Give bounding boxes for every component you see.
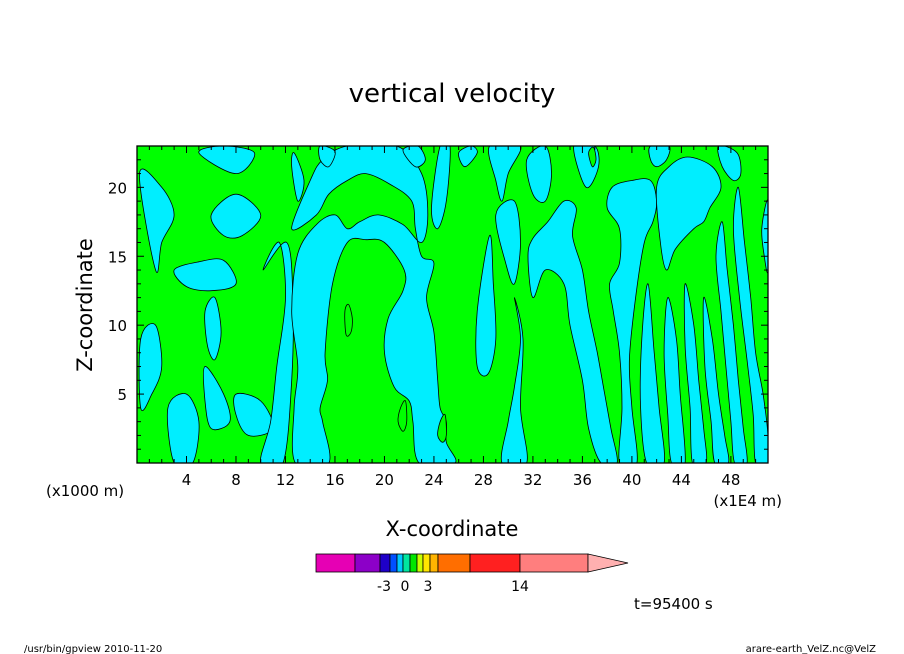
contour-region-negative <box>527 200 618 463</box>
contour-region-negative <box>655 156 722 271</box>
colorbar-swatch <box>429 553 439 573</box>
time-label: t=95400 s <box>634 595 713 613</box>
x-tick-label: 4 <box>182 471 192 489</box>
contour-region-negative <box>233 392 274 437</box>
colorbar-label: 0 <box>401 579 410 595</box>
contour-region-negative <box>702 296 730 463</box>
contour-region-negative <box>648 146 671 168</box>
colorbar-swatch <box>469 553 521 573</box>
colorbar-swatch <box>416 553 424 573</box>
contour-region-negative <box>291 152 305 202</box>
colorbar-arrow <box>587 553 629 573</box>
contour-region-negative <box>138 323 163 411</box>
colorbar-swatch <box>519 553 589 573</box>
contour-region-negative <box>210 193 262 239</box>
contour-region-negative <box>318 146 336 168</box>
contour-region-negative <box>525 146 552 203</box>
contour-region-negative <box>173 258 237 292</box>
x-tick-label: 28 <box>474 471 493 489</box>
x-unit-left: (x1000 m) <box>46 482 124 500</box>
x-tick-label: 32 <box>523 471 542 489</box>
contour-region-negative <box>475 235 497 377</box>
plot-frame <box>136 145 769 464</box>
contour-region-negative <box>732 186 768 463</box>
contour-region-negative <box>500 297 528 463</box>
x-axis-label: X-coordinate <box>386 517 519 541</box>
colorbar-swatch <box>422 553 431 573</box>
contour-region-negative <box>715 221 748 463</box>
x-unit-right: (x1E4 m) <box>713 492 782 510</box>
colorbar: -3 0 3 14 <box>315 553 629 595</box>
colorbar-label: -3 <box>377 579 391 595</box>
contour-region-negative <box>488 146 522 202</box>
x-tick-label: 8 <box>231 471 241 489</box>
colorbar-swatch <box>396 553 404 573</box>
x-tick-label: 48 <box>721 471 740 489</box>
colorbar-swatch <box>409 553 418 573</box>
chart-title: vertical velocity <box>349 79 556 109</box>
y-tick-label: 10 <box>108 317 127 335</box>
contour-region-negative <box>431 146 451 230</box>
contour-region-negative <box>639 283 665 463</box>
colorbar-label: 14 <box>511 579 529 595</box>
contour-region-negative <box>761 199 768 274</box>
contour-region-negative <box>683 283 708 463</box>
colorbar-swatch <box>402 553 411 573</box>
x-tick-label: 44 <box>672 471 691 489</box>
x-tick-label: 36 <box>573 471 592 489</box>
x-tick-label: 12 <box>276 471 295 489</box>
contour-region-negative <box>458 146 478 168</box>
contour-region-negative <box>606 178 658 463</box>
y-tick-label: 15 <box>108 248 127 266</box>
plot-area <box>136 145 769 464</box>
contour-region-negative <box>139 168 175 273</box>
contour-region-negative <box>663 297 686 463</box>
contour-region-negative <box>204 296 222 361</box>
contour-region-negative <box>495 199 521 285</box>
colorbar-label: 3 <box>424 579 433 595</box>
contour-region-positive <box>397 400 408 432</box>
footer-left: /usr/bin/gpview 2010-11-20 <box>24 644 162 654</box>
contour-region-negative <box>402 146 426 168</box>
contour-region-negative <box>203 366 231 431</box>
x-tick-label: 20 <box>375 471 394 489</box>
x-tick-label: 16 <box>325 471 344 489</box>
x-axis: 4 8 12 16 20 24 28 32 36 40 44 48 <box>148 146 769 489</box>
y-tick-label: 5 <box>117 386 127 404</box>
contour-region-negative <box>717 146 742 182</box>
x-tick-label: 40 <box>622 471 641 489</box>
colorbar-swatch <box>379 553 391 573</box>
contour-region-positive <box>588 146 597 168</box>
y-axis-label: Z-coordinate <box>73 238 97 372</box>
colorbar-swatch <box>389 553 398 573</box>
colorbar-swatch <box>354 553 381 573</box>
y-tick-label: 20 <box>108 179 127 197</box>
x-tick-label: 24 <box>424 471 443 489</box>
y-axis: 5 10 15 20 <box>108 145 768 450</box>
contour-regions <box>138 146 768 463</box>
contour-region-positive <box>344 303 353 337</box>
contour-region-negative <box>167 393 200 463</box>
colorbar-swatch <box>315 553 356 573</box>
contour-region-negative <box>291 146 457 463</box>
contour-region-positive <box>437 413 447 443</box>
footer-right: arare-earth_VelZ.nc@VelZ <box>746 644 877 654</box>
colorbar-swatch <box>437 553 471 573</box>
